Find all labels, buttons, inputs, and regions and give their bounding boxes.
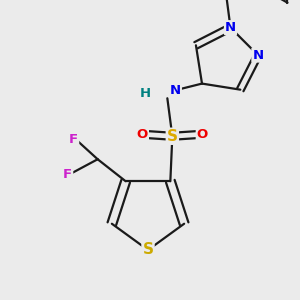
Text: N: N	[225, 21, 236, 34]
Text: F: F	[63, 168, 72, 181]
Text: N: N	[252, 49, 263, 62]
Text: H: H	[140, 87, 151, 100]
Text: S: S	[142, 242, 154, 257]
Text: O: O	[197, 128, 208, 141]
Text: O: O	[137, 128, 148, 141]
Text: F: F	[69, 133, 78, 146]
Text: N: N	[170, 84, 181, 97]
Text: S: S	[167, 129, 178, 144]
